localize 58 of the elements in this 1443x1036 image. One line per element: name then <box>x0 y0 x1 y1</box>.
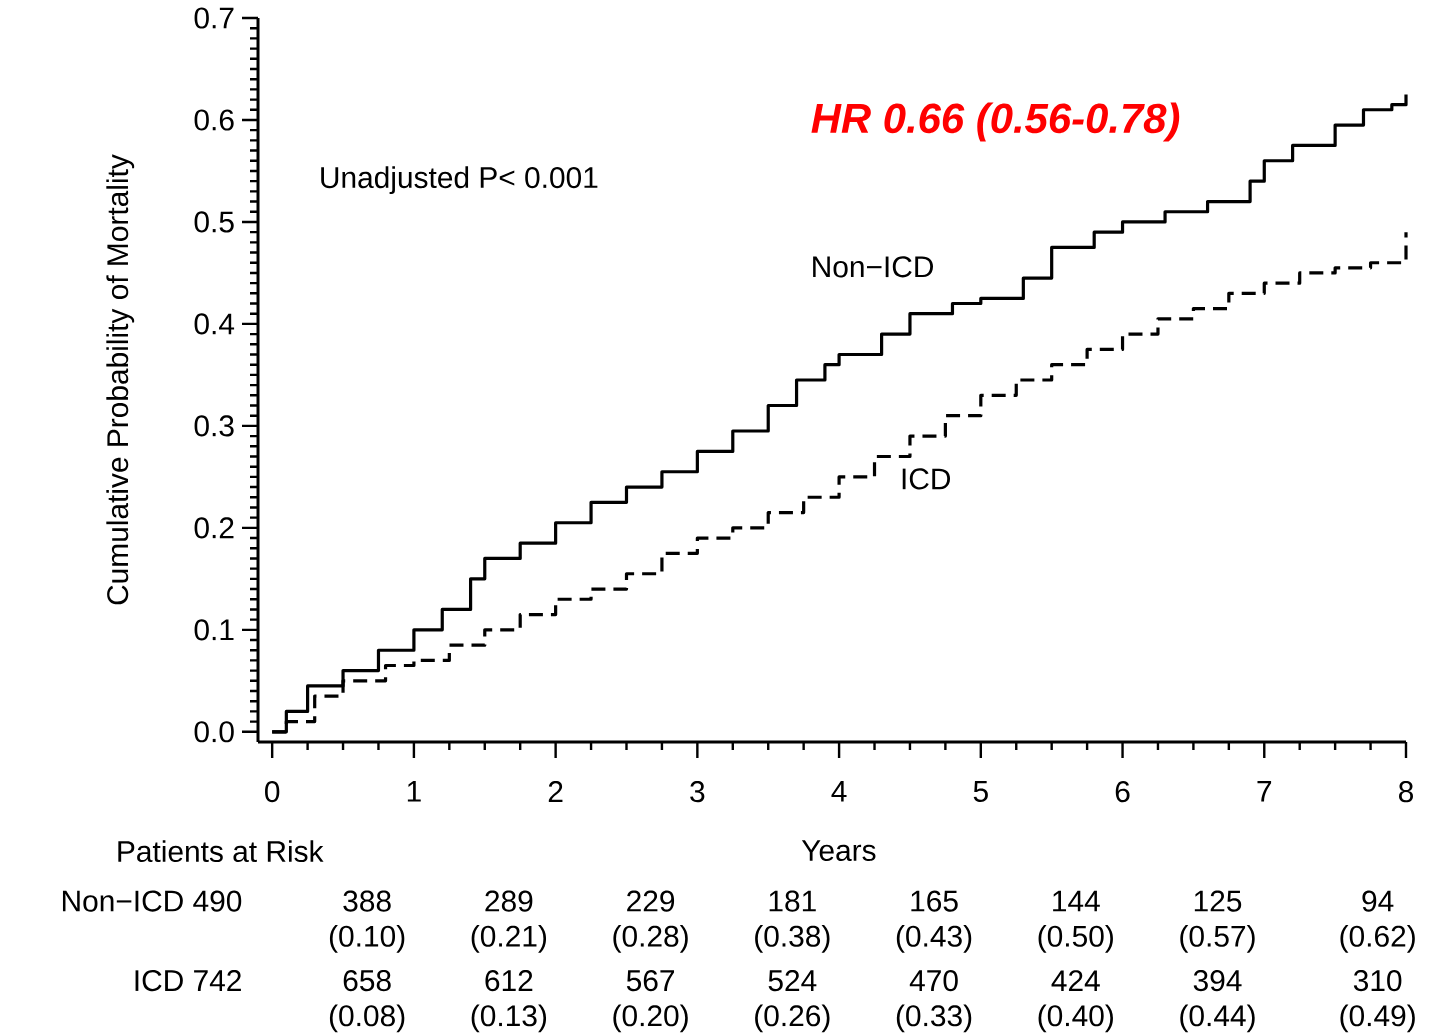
text: (0.57) <box>1180 924 1255 953</box>
text: (0.13) <box>471 1004 547 1033</box>
text: 289 <box>485 890 533 912</box>
text: (0.28) <box>613 924 688 953</box>
x-tick-label: 8 <box>1399 781 1413 803</box>
text: (0.40) <box>1038 1004 1113 1033</box>
text: 424 <box>1051 970 1100 992</box>
annotation: Unadjusted P< 0.001 <box>321 166 598 195</box>
y-tick-label: 0.0 <box>194 721 234 743</box>
x-tick-label: 1 <box>407 781 421 802</box>
text: 229 <box>627 890 675 912</box>
y-tick-label: 0.2 <box>194 517 234 539</box>
x-tick-label: 0 <box>265 781 280 803</box>
text: 144 <box>1053 890 1100 912</box>
series-label: Non−ICD <box>813 256 934 278</box>
y-axis-title: Cumulative Probability of Mortality <box>106 154 135 605</box>
y-tick-label: 0.3 <box>194 415 234 437</box>
x-tick-label: 4 <box>831 781 847 802</box>
text: (0.50) <box>1038 924 1113 953</box>
text: 388 <box>343 890 391 912</box>
text: 125 <box>1194 890 1242 912</box>
y-tick-label: 0.6 <box>194 109 234 131</box>
text: ICD 742 <box>135 970 241 992</box>
text: (0.20) <box>613 1004 688 1033</box>
text: Patients at Risk <box>118 840 324 863</box>
text: 181 <box>769 890 816 912</box>
text: Non−ICD 490 <box>62 890 242 912</box>
y-tick-label: 0.5 <box>194 211 234 233</box>
text: (0.44) <box>1180 1004 1255 1033</box>
series-label: ICD <box>902 468 951 490</box>
text: (0.62) <box>1340 924 1415 953</box>
annotation: HR 0.66 (0.56-0.78) <box>811 102 1180 142</box>
y-tick-label: 0.4 <box>194 313 235 335</box>
text: (0.21) <box>471 924 547 953</box>
text: 165 <box>911 890 958 912</box>
text: 567 <box>626 970 675 992</box>
x-axis-title: Years <box>801 840 876 862</box>
text: 470 <box>909 970 958 992</box>
text: 612 <box>485 970 533 992</box>
text: (0.38) <box>755 924 830 953</box>
text: 310 <box>1353 970 1402 992</box>
text: 524 <box>768 970 817 992</box>
y-tick-label: 0.1 <box>194 619 234 641</box>
text: 394 <box>1193 970 1242 992</box>
y-tick-label: 0.7 <box>194 7 234 29</box>
x-tick-label: 3 <box>690 781 705 803</box>
text: (0.26) <box>755 1004 830 1033</box>
text: (0.10) <box>329 924 405 953</box>
x-tick-label: 7 <box>1257 781 1272 802</box>
text: (0.49) <box>1340 1004 1415 1033</box>
text: (0.33) <box>896 1004 972 1033</box>
x-tick-label: 6 <box>1115 781 1130 803</box>
text: 658 <box>343 970 391 992</box>
text: (0.08) <box>329 1004 405 1033</box>
x-tick-label: 5 <box>973 781 988 802</box>
text: 94 <box>1362 890 1394 912</box>
x-tick-label: 2 <box>548 781 563 802</box>
text: (0.43) <box>896 924 972 953</box>
